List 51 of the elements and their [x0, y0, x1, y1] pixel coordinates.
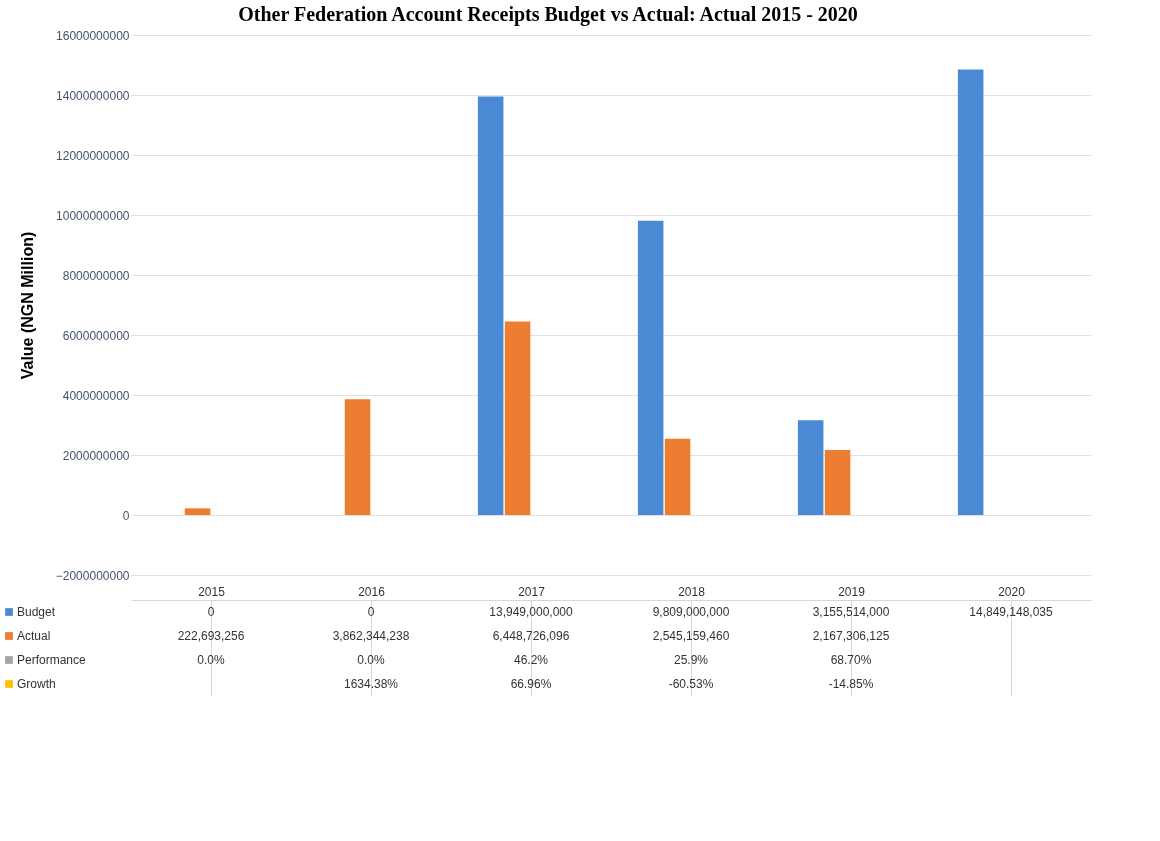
legend-label: Growth: [17, 677, 56, 691]
data-label: 3,862,344,238: [332, 629, 410, 643]
y-tick-label: 6000000000: [62, 328, 130, 343]
y-tick-label: 8000000000: [62, 268, 130, 283]
chart-title: Other Federation Account Receipts Budget vs Actual: Actual 2015 - 2020: [238, 3, 858, 26]
data-label: 2,545,159,460: [652, 629, 730, 643]
legend-label: Performance: [17, 653, 87, 667]
x-tick-label: 2018: [678, 584, 706, 599]
legend-label: Budget: [17, 605, 56, 619]
data-label: -14.85%: [828, 677, 874, 691]
bar: [344, 399, 371, 515]
data-label: 0: [367, 605, 375, 619]
bar: [824, 449, 851, 515]
data-label: 222,693,256: [177, 629, 245, 643]
data-label: 2,167,306,125: [812, 629, 890, 643]
y-tick-label: −2000000000: [55, 568, 130, 583]
data-label: 68.70%: [830, 653, 872, 667]
data-label: 13,949,000,000: [489, 605, 574, 619]
data-label: 0.0%: [197, 653, 225, 667]
x-tick-label: 2015: [198, 584, 226, 599]
legend-label: Actual: [17, 629, 51, 643]
data-label: 46.2%: [513, 653, 549, 667]
data-label: 14,849,148,035: [969, 605, 1054, 619]
bar: [664, 438, 691, 515]
y-tick-label: 4000000000: [62, 388, 130, 403]
x-tick-label: 2019: [838, 584, 866, 599]
y-tick-label: 10000000000: [56, 208, 130, 223]
data-label: -60.53%: [668, 677, 714, 691]
bar: [477, 96, 504, 515]
y-tick-label: 16000000000: [56, 28, 130, 43]
bar: [957, 69, 984, 515]
bar: [637, 220, 664, 515]
data-label: 9,809,000,000: [652, 605, 730, 619]
x-tick-label: 2020: [998, 584, 1026, 599]
bar: [184, 508, 211, 515]
data-label: 1634.38%: [343, 677, 399, 691]
bar: [504, 321, 531, 515]
y-tick-label: 14000000000: [56, 88, 130, 103]
data-label: 25.9%: [673, 653, 709, 667]
data-label: 0: [207, 605, 215, 619]
x-tick-label: 2017: [518, 584, 546, 599]
y-tick-label: 12000000000: [56, 148, 130, 163]
y-tick-label: 2000000000: [62, 448, 130, 463]
data-label: 0.0%: [357, 653, 385, 667]
y-axis-title: Value (NGN Million): [18, 231, 36, 380]
data-label: 66.96%: [510, 677, 552, 691]
x-tick-label: 2016: [358, 584, 386, 599]
data-label: 6,448,726,096: [492, 629, 570, 643]
bar: [797, 420, 824, 515]
y-tick-label: 0: [122, 508, 130, 523]
data-label: 3,155,514,000: [812, 605, 890, 619]
